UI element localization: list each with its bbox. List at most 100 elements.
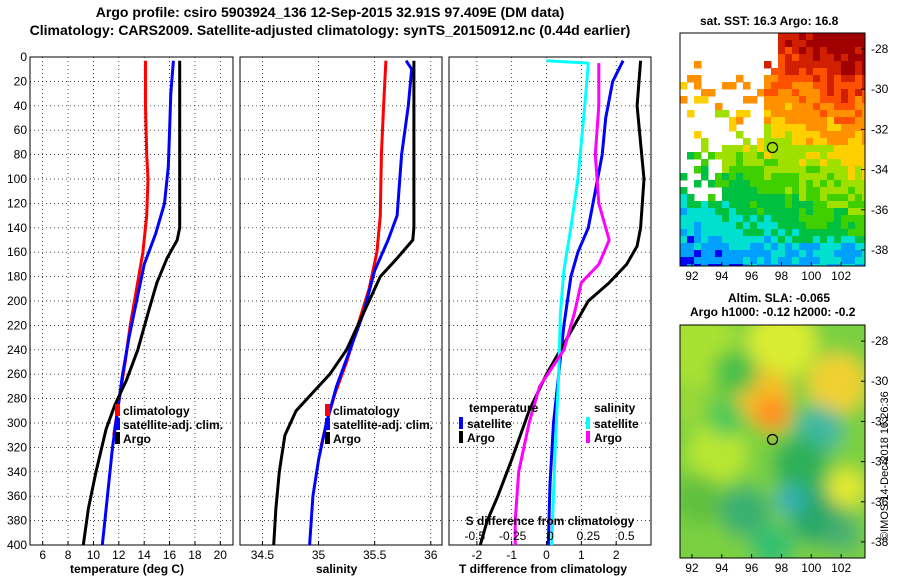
sst-cell [813, 222, 821, 230]
sst-cell [743, 138, 751, 146]
sst-cell [848, 117, 856, 125]
sst-cell [841, 61, 849, 69]
sst-cell [764, 61, 772, 69]
x2-tick-label: -0.25 [499, 529, 527, 543]
sst-cell [757, 159, 765, 167]
sst-cell [722, 236, 730, 244]
sst-cell [750, 201, 758, 209]
sst-cell [799, 257, 807, 265]
sst-cell [694, 243, 702, 251]
sst-cell [694, 215, 702, 223]
sst-cell [841, 250, 849, 258]
sst-cell [743, 201, 751, 209]
sst-cell [841, 180, 849, 188]
sst-cell [701, 159, 709, 167]
sst-cell [771, 152, 779, 160]
sst-cell [827, 208, 835, 216]
sst-cell [757, 166, 765, 174]
sla-blob [807, 353, 865, 414]
sst-cell [750, 96, 758, 104]
sst-cell [813, 89, 821, 97]
salinity-frame [239, 56, 443, 546]
sst-cell [771, 145, 779, 153]
sst-cell [841, 243, 849, 251]
sst-cell [708, 257, 716, 265]
sst-cell [834, 131, 842, 139]
sst-cell [680, 96, 688, 104]
sst-cell [785, 222, 793, 230]
sst-cell [792, 138, 800, 146]
sst-cell [778, 201, 786, 209]
sst-cell [785, 54, 793, 62]
sst-cell [680, 187, 688, 195]
sst-cell [834, 103, 842, 111]
sst-cell [771, 208, 779, 216]
argo-position-marker [766, 433, 779, 446]
sst-cell [701, 89, 709, 97]
sst-cell [820, 131, 828, 139]
sst-cell [736, 187, 744, 195]
sst-cell [785, 166, 793, 174]
y-tick-label: 380 [7, 514, 27, 528]
sst-cell [680, 215, 688, 223]
sst-cell [757, 194, 765, 202]
sst-cell [820, 180, 828, 188]
sla-blob [754, 395, 791, 432]
sst-cell [855, 47, 863, 55]
sst-cell [855, 117, 863, 125]
sst-cell [792, 236, 800, 244]
sst-cell [778, 33, 786, 41]
sst-cell [855, 194, 863, 202]
map-y-tick-label: -28 [871, 42, 889, 56]
sst-cell [848, 173, 856, 181]
sst-cell [750, 208, 758, 216]
sst-cell [764, 187, 772, 195]
sst-cell [771, 257, 779, 265]
y-tick-label: 80 [14, 148, 28, 162]
sst-cell [862, 201, 865, 209]
sst-cell [680, 173, 688, 181]
sst-cell [820, 229, 828, 237]
sst-cell [785, 68, 793, 76]
sst-cell [743, 229, 751, 237]
sst-cell [862, 159, 865, 167]
sst-cell [820, 250, 828, 258]
sst-cell [813, 215, 821, 223]
map-y-tick-label: -38 [871, 535, 889, 549]
sst-cell [750, 187, 758, 195]
sst-cell [736, 131, 744, 139]
sst-cell [862, 236, 865, 244]
sst-cell [855, 222, 863, 230]
sst-cell [729, 152, 737, 160]
sst-cell [757, 264, 765, 266]
x-tick-label: -2 [472, 548, 483, 562]
sla-blob [775, 483, 807, 516]
sst-cell [834, 82, 842, 90]
sst-cell [743, 208, 751, 216]
sst-cell [841, 33, 849, 41]
sst-cell [799, 117, 807, 125]
sst-cell [687, 229, 695, 237]
sst-cell [806, 250, 814, 258]
sst-cell [736, 201, 744, 209]
sst-cell [862, 40, 865, 48]
sst-cell [778, 138, 786, 146]
sst-cell [806, 117, 814, 125]
sst-cell [799, 215, 807, 223]
sst-cell [862, 89, 865, 97]
sst-cell [785, 96, 793, 104]
sst-cell [834, 229, 842, 237]
sst-cell [722, 110, 730, 118]
sst-cell [722, 215, 730, 223]
sst-cell [841, 124, 849, 132]
sst-cell [820, 68, 828, 76]
sst-cell [848, 215, 856, 223]
sst-cell [750, 250, 758, 258]
sst-cell [736, 243, 744, 251]
sst-cell [694, 166, 702, 174]
sst-cell [736, 159, 744, 167]
sst-cell [799, 236, 807, 244]
sst-cell [841, 194, 849, 202]
sst-cell [729, 180, 737, 188]
sst-cell [743, 159, 751, 167]
